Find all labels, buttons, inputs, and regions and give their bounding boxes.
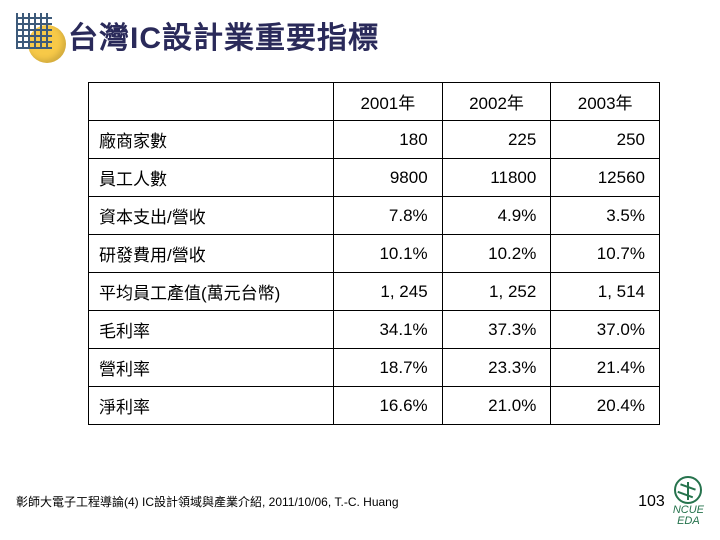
row-value: 10.2% <box>442 235 551 273</box>
row-label: 淨利率 <box>89 387 334 425</box>
row-value: 1, 514 <box>551 273 660 311</box>
row-label: 廠商家數 <box>89 121 334 159</box>
page-number: 103 <box>638 493 665 511</box>
title-row: 台灣IC設計業重要指標 <box>0 0 720 60</box>
row-value: 37.0% <box>551 311 660 349</box>
header-year: 2001年 <box>334 83 443 121</box>
row-value: 250 <box>551 121 660 159</box>
table-row: 資本支出/營收7.8%4.9%3.5% <box>89 197 660 235</box>
row-value: 1, 245 <box>334 273 443 311</box>
row-label: 平均員工產值(萬元台幣) <box>89 273 334 311</box>
footer-logo: NCUE EDA <box>673 476 704 528</box>
footer-org-2: EDA <box>677 516 700 528</box>
footer-text: 彰師大電子工程導論(4) IC設計領域與產業介紹, 2011/10/06, T.… <box>16 493 638 510</box>
row-value: 10.1% <box>334 235 443 273</box>
table-row: 員工人數98001180012560 <box>89 159 660 197</box>
row-value: 4.9% <box>442 197 551 235</box>
row-value: 1, 252 <box>442 273 551 311</box>
row-label: 員工人數 <box>89 159 334 197</box>
row-value: 34.1% <box>334 311 443 349</box>
row-value: 21.4% <box>551 349 660 387</box>
footer: 彰師大電子工程導論(4) IC設計領域與產業介紹, 2011/10/06, T.… <box>0 476 720 528</box>
table-header-row: 2001年 2002年 2003年 <box>89 83 660 121</box>
table-row: 營利率18.7%23.3%21.4% <box>89 349 660 387</box>
row-value: 9800 <box>334 159 443 197</box>
footer-logo-icon <box>674 476 702 504</box>
row-value: 7.8% <box>334 197 443 235</box>
header-blank <box>89 83 334 121</box>
table-row: 廠商家數180225250 <box>89 121 660 159</box>
row-value: 21.0% <box>442 387 551 425</box>
row-value: 180 <box>334 121 443 159</box>
row-value: 10.7% <box>551 235 660 273</box>
row-value: 11800 <box>442 159 551 197</box>
row-value: 12560 <box>551 159 660 197</box>
row-value: 225 <box>442 121 551 159</box>
row-label: 資本支出/營收 <box>89 197 334 235</box>
slide-logo <box>16 13 60 57</box>
table-row: 毛利率34.1%37.3%37.0% <box>89 311 660 349</box>
header-year: 2002年 <box>442 83 551 121</box>
row-value: 20.4% <box>551 387 660 425</box>
row-value: 16.6% <box>334 387 443 425</box>
table-row: 研發費用/營收10.1%10.2%10.7% <box>89 235 660 273</box>
row-label: 營利率 <box>89 349 334 387</box>
table-row: 淨利率16.6%21.0%20.4% <box>89 387 660 425</box>
table-container: 2001年 2002年 2003年 廠商家數180225250員工人數98001… <box>0 60 720 425</box>
table-row: 平均員工產值(萬元台幣)1, 2451, 2521, 514 <box>89 273 660 311</box>
header-year: 2003年 <box>551 83 660 121</box>
row-value: 23.3% <box>442 349 551 387</box>
row-label: 毛利率 <box>89 311 334 349</box>
row-label: 研發費用/營收 <box>89 235 334 273</box>
row-value: 37.3% <box>442 311 551 349</box>
indicators-table: 2001年 2002年 2003年 廠商家數180225250員工人數98001… <box>88 82 660 425</box>
row-value: 18.7% <box>334 349 443 387</box>
row-value: 3.5% <box>551 197 660 235</box>
slide-title: 台灣IC設計業重要指標 <box>68 13 379 57</box>
